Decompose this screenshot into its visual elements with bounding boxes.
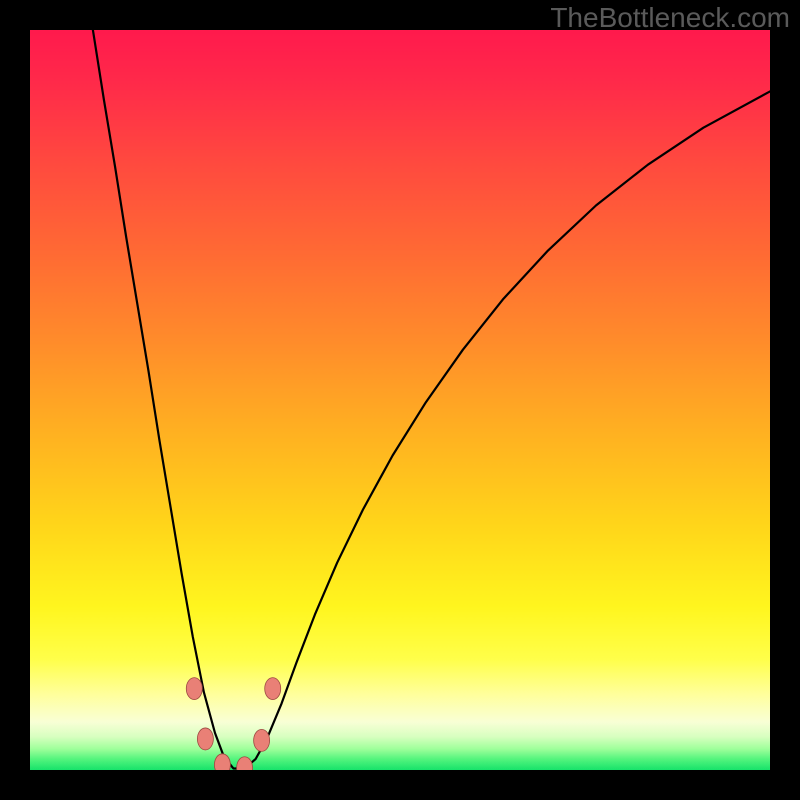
curve-marker	[186, 678, 202, 700]
curve-marker	[265, 678, 281, 700]
curve-marker	[254, 729, 270, 751]
curve-marker	[214, 754, 230, 776]
chart-stage: TheBottleneck.com	[0, 0, 800, 800]
curve-marker	[237, 757, 253, 779]
curve-marker	[197, 728, 213, 750]
curve-markers	[186, 678, 280, 779]
bottleneck-curve	[93, 30, 770, 769]
watermark-text: TheBottleneck.com	[550, 2, 790, 34]
chart-overlay	[0, 0, 800, 800]
